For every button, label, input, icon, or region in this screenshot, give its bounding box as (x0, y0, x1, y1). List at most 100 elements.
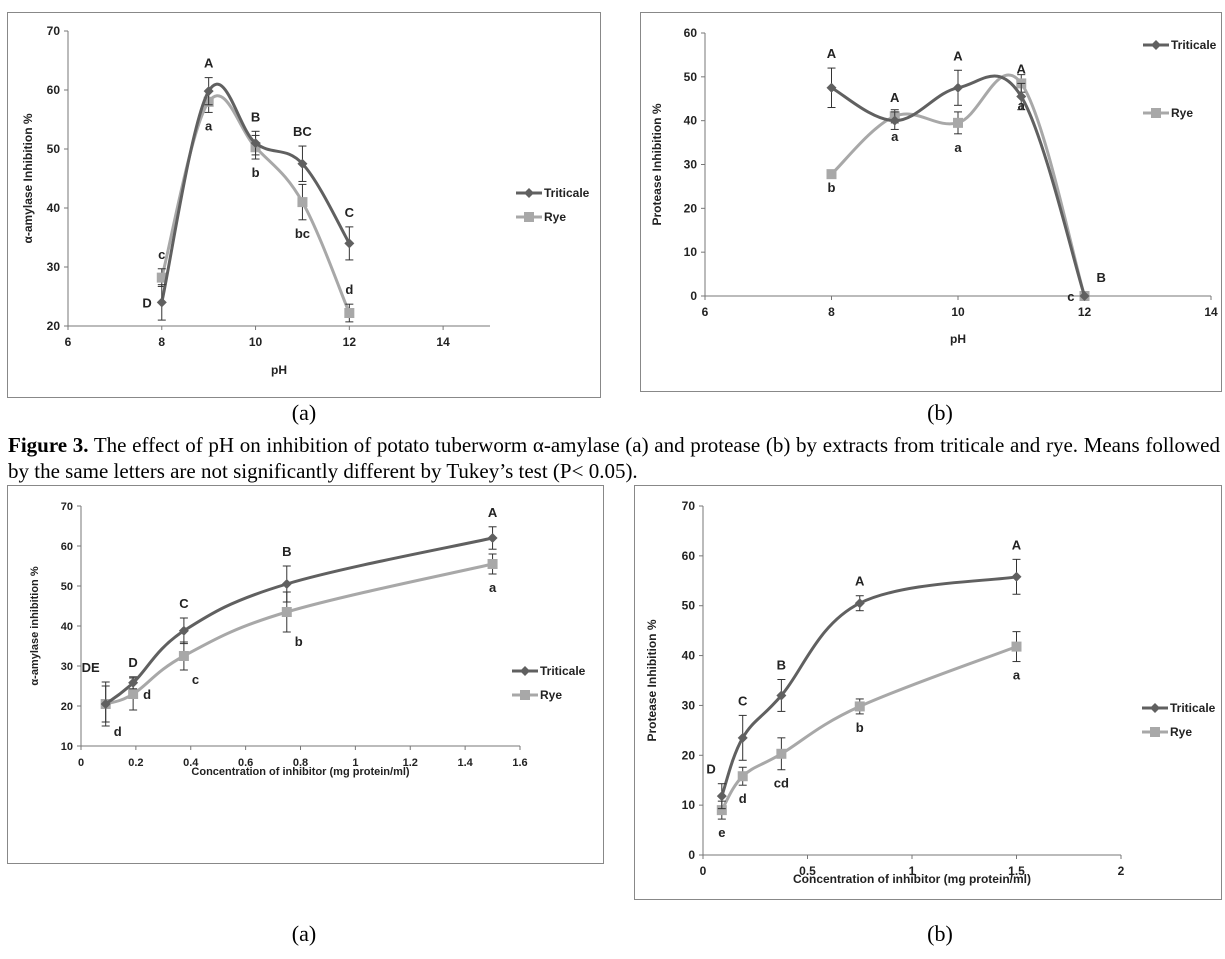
data-point-rye (826, 169, 837, 180)
significance-letter: BC (293, 124, 312, 139)
significance-letter: d (114, 724, 122, 739)
y-tick-label: 70 (47, 24, 61, 38)
significance-letter: b (295, 634, 303, 649)
x-tick-label: 1.6 (512, 757, 527, 769)
data-point-triticale (250, 138, 261, 149)
significance-letter: B (1097, 270, 1106, 285)
x-tick-label: 0 (78, 757, 84, 769)
significance-letter: cd (774, 776, 789, 791)
y-tick-label: 30 (682, 698, 696, 712)
y-tick-label: 30 (61, 661, 73, 673)
legend-label-triticale: Triticale (1171, 38, 1217, 52)
y-tick-label: 0 (690, 289, 697, 303)
series-line-rye (720, 645, 1018, 811)
significance-letter: d (345, 282, 353, 297)
y-tick-label: 10 (684, 245, 698, 259)
significance-letter: a (1018, 98, 1026, 113)
significance-letter: d (739, 791, 747, 806)
legend-marker-rye (524, 212, 534, 222)
significance-letter: b (828, 180, 836, 195)
chart-panel-conc-protease: 0 10 20 30 40 50 60 70 0 0.5 1 1.5 2 Concentration of… (634, 485, 1222, 900)
y-tick-label: 70 (682, 499, 696, 513)
legend-marker-triticale (1150, 703, 1160, 713)
x-tick-label: 12 (1078, 305, 1092, 319)
significance-letter: D (706, 762, 715, 777)
x-tick-label: 0.4 (183, 757, 199, 769)
y-tick-label: 20 (47, 319, 61, 333)
y-tick-label: 50 (47, 142, 61, 156)
significance-letter: b (252, 165, 260, 180)
x-tick-label: 2 (1118, 864, 1125, 878)
x-tick-label: 0.2 (128, 757, 143, 769)
legend-marker-triticale (1151, 40, 1161, 50)
legend-label-rye: Rye (1171, 106, 1193, 120)
x-tick-label: 1 (909, 864, 916, 878)
significance-letter: a (205, 118, 213, 133)
data-point-triticale (953, 82, 963, 93)
significance-letter: B (777, 658, 786, 673)
y-tick-label: 60 (682, 549, 696, 563)
figure-caption-lead: Figure 3. (8, 433, 89, 457)
significance-letter: A (953, 48, 963, 63)
significance-letter: a (954, 140, 962, 155)
series-line-rye (830, 73, 1086, 297)
legend-label-rye: Rye (1170, 725, 1192, 739)
significance-letter: e (718, 825, 725, 840)
y-tick-label: 20 (682, 748, 696, 762)
data-point-triticale (203, 86, 214, 97)
significance-letter: A (890, 90, 900, 105)
y-tick-label: 30 (684, 158, 698, 172)
data-point-triticale (1011, 571, 1022, 582)
chart-svg-conc-amylase: 10 20 30 40 50 60 70 0 0.2 0.4 0.6 0.8 1 1.2 1.4 1.6 Con… (29, 501, 586, 778)
y-tick-label: 10 (682, 798, 696, 812)
y-tick-label: 50 (684, 70, 698, 84)
x-tick-label: 0 (700, 864, 707, 878)
x-tick-label: 1.2 (403, 757, 418, 769)
data-point-rye (737, 771, 748, 782)
legend-label-triticale: Triticale (1170, 701, 1216, 715)
y-axis-label: Protease Inhibition % (650, 103, 664, 225)
data-point-rye (297, 197, 308, 208)
chart-svg-conc-protease: 0 10 20 30 40 50 60 70 0 0.5 1 1.5 2 Concentration of… (645, 499, 1216, 886)
data-point-rye (953, 117, 963, 128)
data-point-triticale (1079, 291, 1090, 301)
y-tick-label: 50 (61, 581, 73, 593)
data-point-triticale (281, 579, 292, 589)
x-tick-label: 1 (352, 757, 358, 769)
data-point-triticale (889, 115, 900, 126)
x-tick-label: 12 (343, 335, 357, 349)
chart-panel-ph-protease: 0 10 20 30 40 50 60 6 8 10 12 14 pH Protease Inhibiti… (640, 12, 1222, 392)
y-tick-label: 70 (61, 501, 73, 513)
y-tick-label: 10 (61, 741, 73, 753)
data-point-rye (487, 559, 498, 569)
y-tick-label: 20 (61, 701, 73, 713)
y-tick-label: 0 (688, 848, 695, 862)
data-point-rye (716, 805, 727, 816)
significance-letter: C (179, 596, 189, 611)
significance-letter: bc (295, 226, 310, 241)
y-tick-label: 60 (61, 541, 73, 553)
series-line-triticale (720, 575, 1017, 797)
x-axis-label: Concentration of inhibitor (mg protein/m… (793, 872, 1031, 886)
chart-panel-ph-amylase: 20 30 40 50 60 70 6 8 10 12 14 pH α-amylase Inhibiti… (7, 12, 601, 398)
chart-svg-ph-amylase: 20 30 40 50 60 70 6 8 10 12 14 pH α-amylase Inhibiti… (21, 24, 590, 377)
x-axis-label: pH (271, 363, 287, 377)
significance-letter: D (142, 295, 151, 310)
y-tick-label: 40 (61, 621, 73, 633)
significance-letter: A (827, 46, 837, 61)
significance-letter: B (251, 109, 260, 124)
significance-letter: c (1067, 289, 1074, 304)
y-tick-label: 30 (47, 260, 61, 274)
x-tick-label: 10 (951, 305, 965, 319)
significance-letter: A (855, 574, 865, 589)
x-tick-label: 10 (249, 335, 263, 349)
x-tick-label: 14 (1204, 305, 1218, 319)
x-tick-label: 8 (158, 335, 165, 349)
significance-letter: D (128, 655, 137, 670)
data-point-rye (178, 651, 189, 661)
data-point-triticale (826, 82, 837, 93)
data-point-triticale (100, 699, 111, 709)
x-tick-label: 0.6 (238, 757, 253, 769)
data-point-triticale (344, 238, 355, 249)
subfigure-label-top-b: (b) (927, 400, 953, 425)
